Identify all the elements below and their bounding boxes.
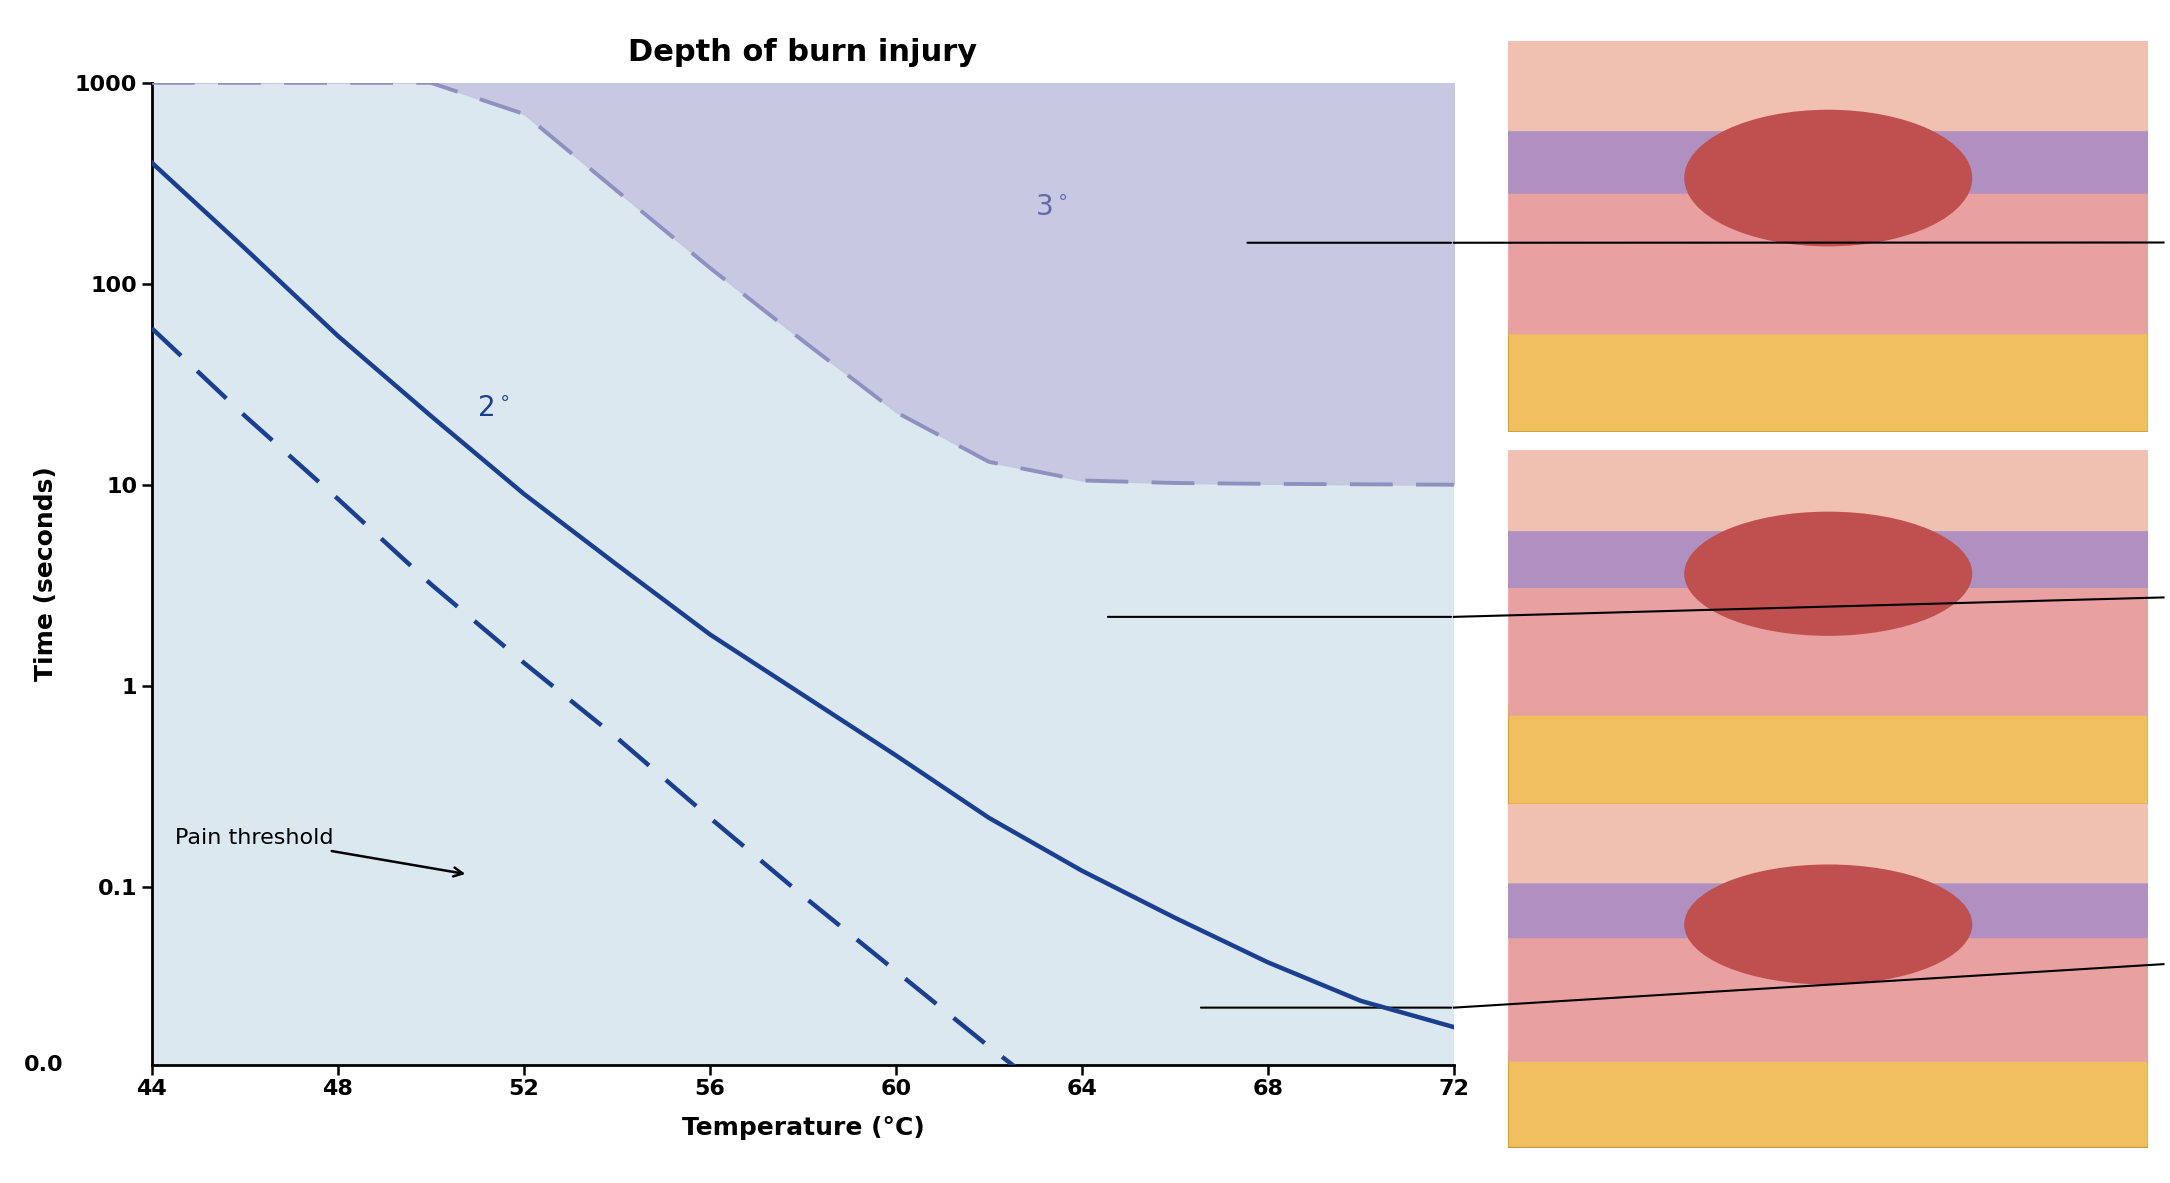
- FancyBboxPatch shape: [1502, 38, 2155, 131]
- Title: Depth of burn injury: Depth of burn injury: [629, 38, 976, 66]
- Text: 2$^\circ$: 2$^\circ$: [477, 394, 510, 422]
- Ellipse shape: [1684, 110, 1973, 246]
- FancyBboxPatch shape: [1502, 108, 2155, 194]
- FancyBboxPatch shape: [1502, 510, 2155, 588]
- FancyBboxPatch shape: [1502, 801, 2155, 884]
- FancyBboxPatch shape: [1508, 323, 2148, 432]
- Text: Pain threshold: Pain threshold: [176, 828, 462, 877]
- Y-axis label: Time (seconds): Time (seconds): [35, 466, 59, 681]
- Ellipse shape: [1684, 512, 1973, 636]
- Ellipse shape: [1684, 865, 1973, 984]
- FancyBboxPatch shape: [1502, 446, 2155, 531]
- FancyBboxPatch shape: [1508, 925, 2148, 1062]
- FancyBboxPatch shape: [1508, 1052, 2148, 1148]
- Text: 3$^\circ$: 3$^\circ$: [1035, 193, 1068, 221]
- FancyBboxPatch shape: [1508, 177, 2148, 335]
- FancyBboxPatch shape: [1502, 862, 2155, 938]
- X-axis label: Temperature (°C): Temperature (°C): [681, 1116, 924, 1140]
- Text: 0.0: 0.0: [24, 1055, 63, 1074]
- FancyBboxPatch shape: [1508, 574, 2148, 716]
- FancyBboxPatch shape: [1508, 705, 2148, 804]
